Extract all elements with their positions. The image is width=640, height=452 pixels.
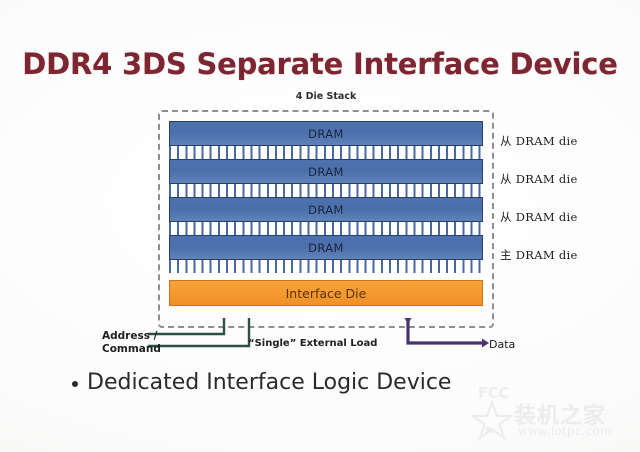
- tsv-via-row: [169, 184, 483, 197]
- address-command-line-1: Address /: [102, 330, 158, 342]
- dram-layer-2: DRAM: [169, 159, 483, 197]
- dram-layer-1: DRAM: [169, 121, 483, 159]
- dram-die-block: DRAM: [169, 235, 483, 260]
- watermark-brand: 装机之家: [514, 404, 607, 429]
- die-role-label-1: 从 DRAM die: [500, 134, 578, 148]
- watermark: 装机之家 www.lotpc.com: [470, 396, 638, 446]
- dram-die-label: DRAM: [308, 164, 344, 179]
- die-stack-boundary: [158, 110, 494, 328]
- die-role-label-3: 从 DRAM die: [500, 210, 578, 224]
- dram-die-label: DRAM: [308, 126, 344, 141]
- tsv-via-row: [169, 146, 483, 159]
- address-command-label: Address / Command: [102, 330, 161, 355]
- tsv-via-row: [169, 222, 483, 235]
- address-command-line-2: Command: [102, 342, 161, 355]
- single-external-load-label: “Single” External Load: [248, 338, 378, 349]
- star-icon: [472, 400, 512, 440]
- interface-die-label: Interface Die: [285, 285, 367, 301]
- interface-die-block: Interface Die: [169, 280, 483, 306]
- dram-die-label: DRAM: [308, 240, 344, 255]
- dram-die-block: DRAM: [169, 197, 483, 222]
- page-title: DDR4 3DS Separate Interface Device: [22, 47, 618, 81]
- dram-layer-3: DRAM: [169, 197, 483, 235]
- die-role-label-4: 主 DRAM die: [500, 248, 578, 262]
- die-stack-label: 4 Die Stack: [295, 91, 357, 102]
- watermark-url: www.lotpc.com: [518, 424, 612, 438]
- fcc-mark: FCC: [478, 384, 509, 402]
- data-arrow-icon: [482, 338, 489, 348]
- bullet-list-item: Dedicated Interface Logic Device: [72, 370, 451, 395]
- tsv-via-row: [169, 260, 483, 273]
- bullet-text: Dedicated Interface Logic Device: [87, 370, 452, 395]
- dram-die-label: DRAM: [308, 202, 344, 217]
- dram-layer-4: DRAM: [169, 235, 483, 273]
- die-stack-diagram: 4 Die Stack DRAM DRAM DRAM DRAM: [158, 91, 494, 328]
- dram-die-block: DRAM: [169, 159, 483, 184]
- bullet-dot-icon: [72, 380, 78, 387]
- data-label: Data: [489, 338, 516, 351]
- dram-die-block: DRAM: [169, 121, 483, 146]
- die-role-label-2: 从 DRAM die: [500, 172, 578, 186]
